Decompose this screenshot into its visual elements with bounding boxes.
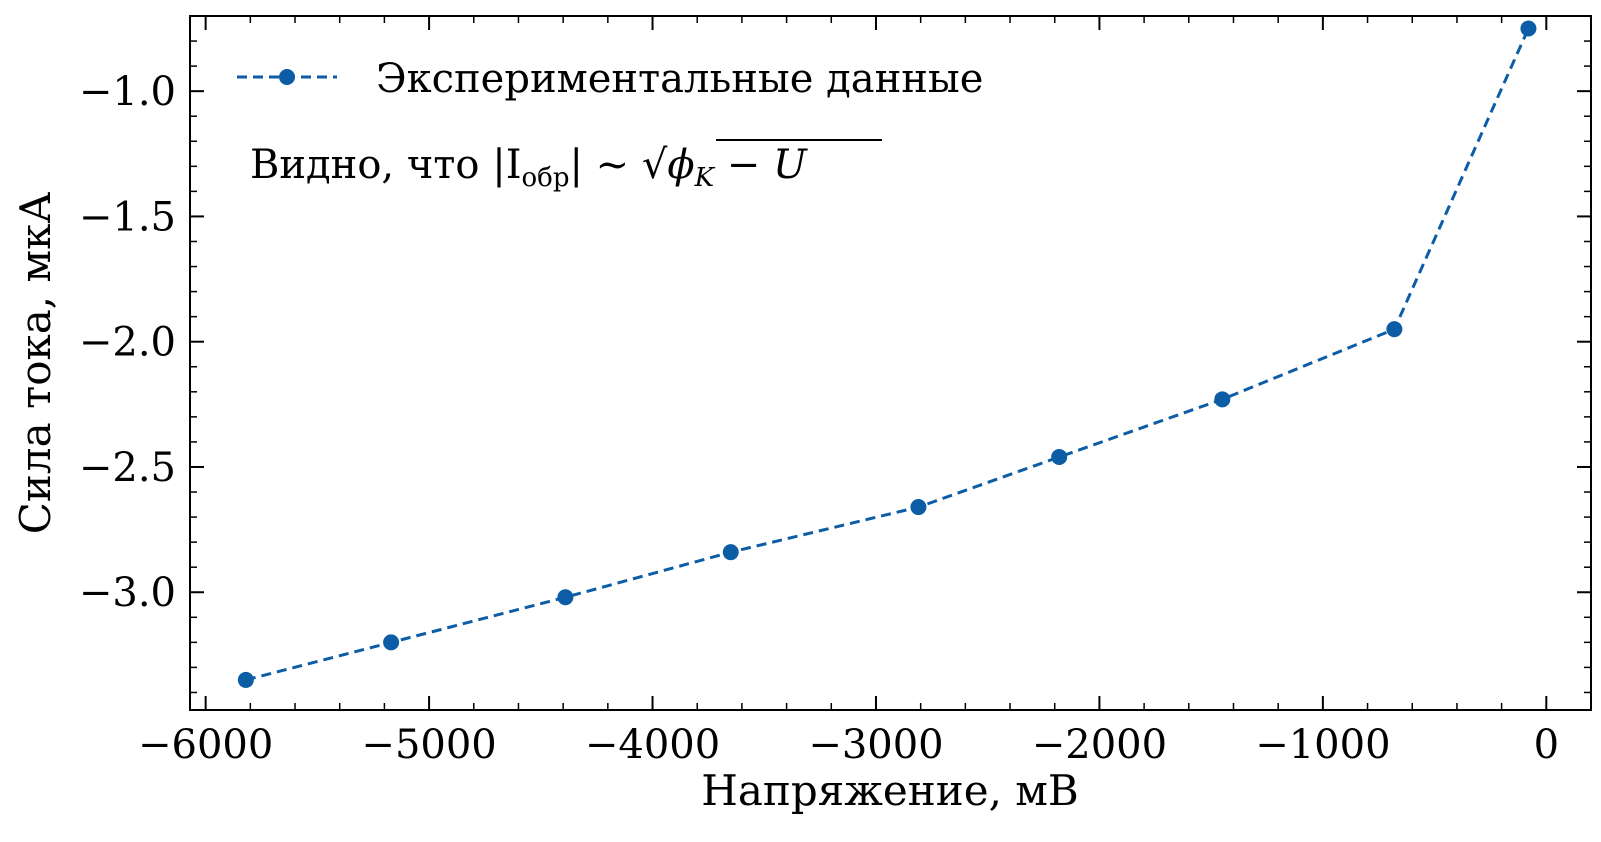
data-point bbox=[722, 544, 739, 561]
annotation-radicand: ϕ bbox=[667, 142, 694, 188]
x-tick-label: 0 bbox=[1534, 722, 1559, 768]
y-tick-label: −3.0 bbox=[79, 570, 176, 616]
annotation-prefix: Видно, что |I bbox=[250, 142, 522, 188]
y-tick-label: −1.5 bbox=[79, 194, 176, 240]
annotation-sqrt-sign: √ bbox=[642, 142, 668, 188]
y-tick-label: −2.5 bbox=[79, 445, 176, 491]
ticks-layer: −6000 −5000 −4000 −3000 −2000 −1000 0 −1.0 −1.5 −… bbox=[79, 15, 1592, 768]
annotation-radicand-subscript: K bbox=[694, 163, 716, 193]
data-point bbox=[557, 589, 574, 606]
x-tick-label: −3000 bbox=[808, 722, 943, 768]
x-tick-label: −2000 bbox=[1032, 722, 1167, 768]
data-point bbox=[1214, 391, 1231, 408]
data-point bbox=[383, 634, 400, 651]
y-tick-label: −1.0 bbox=[79, 69, 176, 115]
data-point bbox=[910, 499, 927, 516]
x-tick-label: −4000 bbox=[585, 722, 720, 768]
data-point bbox=[237, 671, 254, 688]
x-tick-label: −1000 bbox=[1255, 722, 1390, 768]
data-point bbox=[1051, 448, 1068, 465]
annotation-radicand-tail: − U bbox=[714, 142, 808, 188]
annotation-subscript: обр bbox=[522, 163, 570, 193]
x-axis-title: Напряжение, мВ bbox=[701, 766, 1079, 815]
series-layer bbox=[237, 20, 1537, 688]
x-tick-label: −5000 bbox=[361, 722, 496, 768]
data-point bbox=[1386, 321, 1403, 338]
legend-label: Экспериментальные данные bbox=[376, 56, 983, 102]
annotation-text: Видно, что |Iобр| ~ √ϕK − U bbox=[250, 142, 808, 193]
annotation: Видно, что |Iобр| ~ √ϕK − U bbox=[250, 139, 882, 193]
series-line bbox=[245, 27, 1530, 682]
legend-marker-sample bbox=[279, 69, 295, 85]
y-tick-label: −2.0 bbox=[79, 320, 176, 366]
x-tick-label: −6000 bbox=[138, 722, 273, 768]
data-point bbox=[1520, 20, 1537, 37]
y-axis-title: Сила тока, мкА bbox=[11, 192, 60, 535]
annotation-middle: | ~ bbox=[569, 142, 641, 188]
legend: Экспериментальные данные bbox=[237, 56, 983, 102]
plot-frame bbox=[189, 15, 1592, 711]
